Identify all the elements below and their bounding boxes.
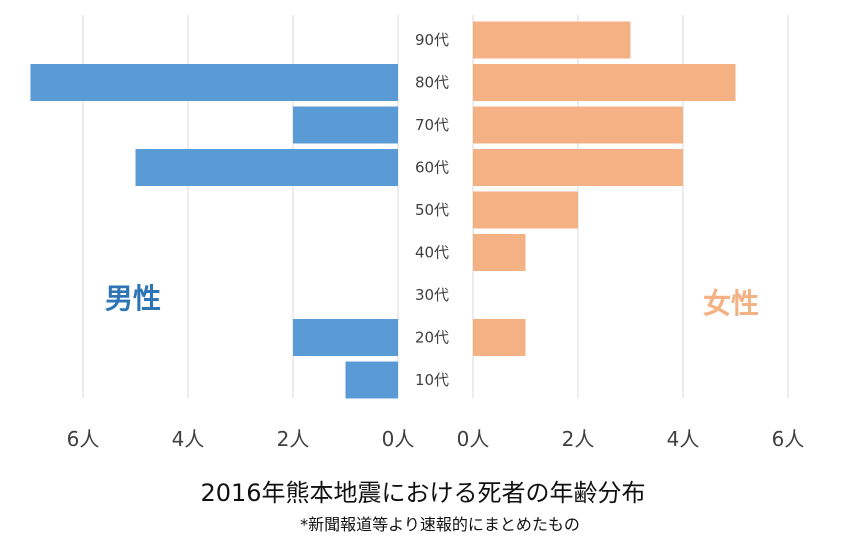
tick-label-left: 6人: [67, 427, 100, 451]
category-label: 40代: [415, 244, 449, 262]
bar-female-60代: [473, 149, 683, 186]
tick-label-right: 0人: [457, 427, 490, 451]
bar-female-90代: [473, 21, 631, 59]
chart-title: 2016年熊本地震における死者の年齢分布: [200, 479, 645, 507]
tick-label-left: 0人: [382, 427, 415, 451]
bar-male-80代: [30, 64, 398, 101]
chart-subtitle: *新聞報道等より速報的にまとめたもの: [300, 515, 580, 534]
category-label: 60代: [415, 159, 449, 177]
bar-male-60代: [135, 149, 398, 186]
bar-female-70代: [473, 106, 683, 144]
category-label: 20代: [415, 329, 449, 347]
category-label: 50代: [415, 201, 449, 219]
series-label-male: 男性: [105, 282, 161, 315]
bar-male-10代: [345, 361, 398, 399]
tick-label-right: 6人: [772, 427, 805, 451]
category-label: 90代: [415, 31, 449, 49]
category-label: 70代: [415, 116, 449, 134]
tick-label-right: 4人: [667, 427, 700, 451]
category-label: 10代: [415, 371, 449, 389]
bar-female-20代: [473, 319, 526, 356]
bar-female-50代: [473, 191, 578, 229]
category-labels: 90代 80代 70代 60代 50代 40代 30代 20代 10代: [415, 31, 449, 389]
bars: [30, 21, 736, 399]
tick-label-right: 2人: [562, 427, 595, 451]
tick-label-left: 2人: [277, 427, 310, 451]
tick-label-left: 4人: [172, 427, 205, 451]
category-label: 80代: [415, 74, 449, 92]
bar-female-80代: [473, 64, 736, 101]
bar-male-70代: [293, 106, 398, 144]
axis-tick-labels: 6人 4人 2人 0人 0人 2人 4人 6人: [67, 427, 805, 451]
bar-female-40代: [473, 234, 526, 271]
category-label: 30代: [415, 286, 449, 304]
bar-male-20代: [293, 319, 398, 356]
series-label-female: 女性: [703, 287, 759, 320]
